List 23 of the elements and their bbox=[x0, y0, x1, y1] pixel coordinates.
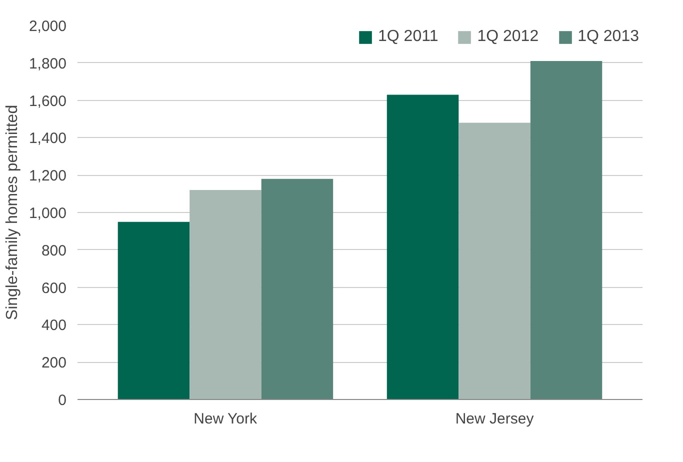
y-tick-label: 2,000 bbox=[28, 18, 67, 35]
y-tick-label: 200 bbox=[41, 354, 67, 372]
legend-label: 1Q 2011 bbox=[378, 28, 438, 46]
legend-label: 1Q 2013 bbox=[578, 28, 639, 46]
bar bbox=[261, 178, 334, 400]
y-tick-label: 1,200 bbox=[28, 168, 67, 185]
y-tick-label: 800 bbox=[41, 242, 67, 260]
x-tick-label: New York bbox=[194, 410, 258, 428]
y-axis-title: Single-family homes permitted bbox=[4, 104, 21, 320]
y-tick-label: 600 bbox=[41, 280, 67, 297]
bar bbox=[458, 122, 530, 400]
y-tick-label: 0 bbox=[58, 392, 66, 409]
legend-label: 1Q 2012 bbox=[477, 28, 539, 46]
y-tick-label: 1,400 bbox=[28, 130, 67, 148]
y-tick-label: 400 bbox=[41, 317, 67, 334]
bar bbox=[118, 222, 190, 400]
y-tick-label: 1,000 bbox=[28, 205, 67, 222]
y-tick-label: 1,800 bbox=[28, 55, 67, 72]
x-tick-label: New Jersey bbox=[455, 410, 534, 428]
bar bbox=[190, 190, 262, 400]
bar bbox=[386, 94, 459, 400]
bar bbox=[530, 61, 602, 400]
y-tick-label: 1,600 bbox=[28, 92, 67, 110]
